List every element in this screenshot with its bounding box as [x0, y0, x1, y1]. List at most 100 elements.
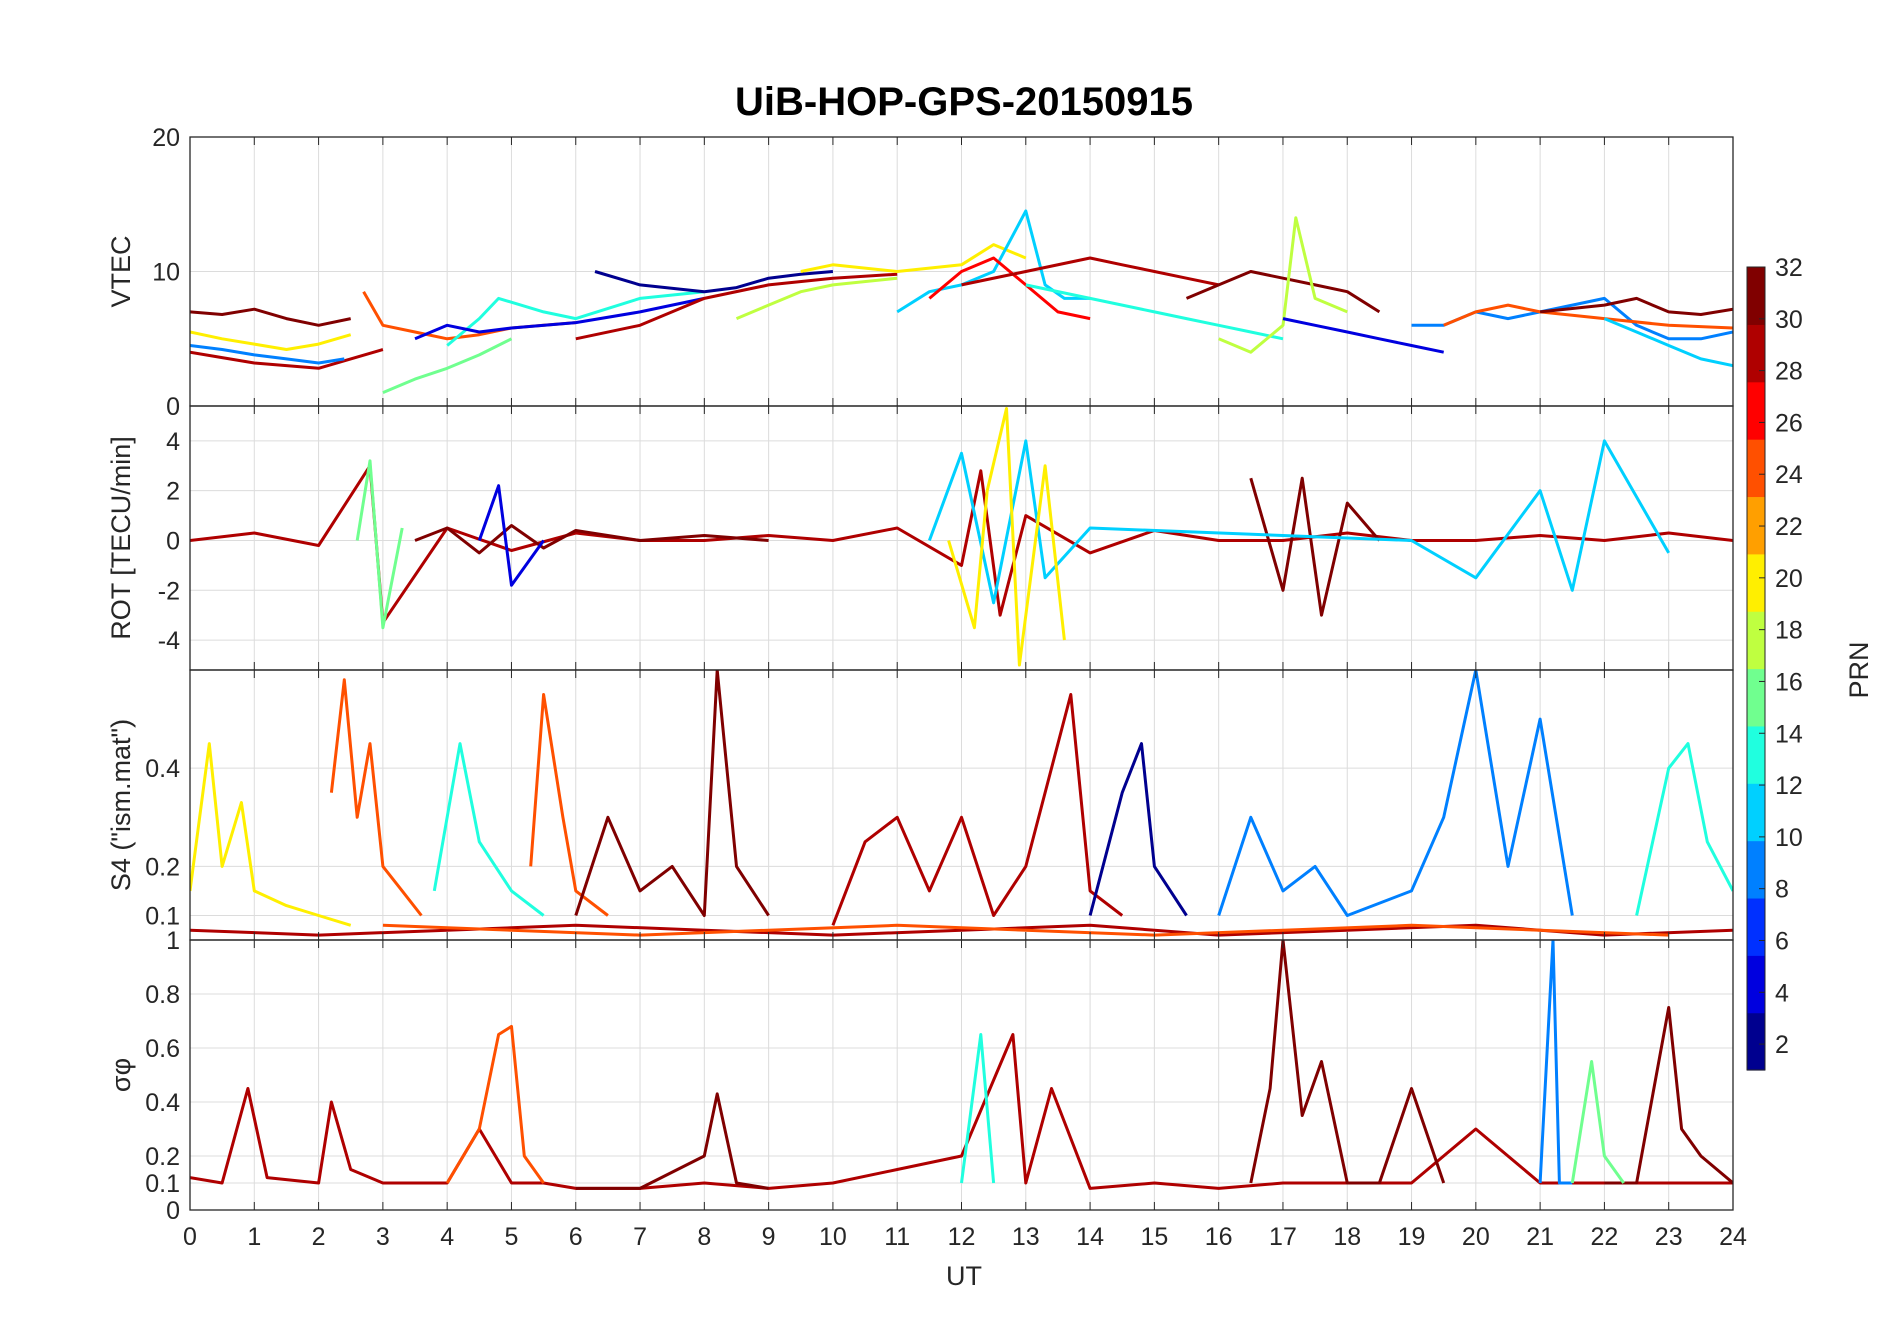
series-line-prn-16	[382, 337, 513, 394]
colorbar-segment	[1747, 611, 1765, 670]
series-line-prn-24	[329, 678, 423, 917]
y-axis-label: σφ	[106, 1058, 136, 1092]
y-tick-label: 0	[166, 393, 180, 421]
colorbar-tick-label: 4	[1775, 979, 1789, 1007]
colorbar-tick-label: 20	[1775, 565, 1803, 593]
series-line-prn-32	[414, 524, 769, 555]
series-line-prn-31	[574, 670, 770, 917]
x-tick-label: 7	[633, 1223, 647, 1251]
series-line-prn-8	[1217, 670, 1574, 917]
colorbar-segment	[1747, 324, 1765, 383]
x-tick-label: 13	[1012, 1223, 1040, 1251]
series-line-prn-17	[1218, 216, 1348, 354]
x-tick-label: 4	[440, 1223, 454, 1251]
series-line-prn-28	[831, 693, 1124, 926]
x-tick-label: 17	[1269, 1223, 1297, 1251]
series-line-prn-28	[190, 923, 1733, 937]
colorbar-segment	[1747, 553, 1765, 612]
x-axis-label: UT	[946, 1261, 982, 1291]
x-tick-label: 11	[884, 1223, 910, 1251]
y-tick-label: 0.8	[145, 981, 180, 1009]
series-line-prn-28	[190, 1033, 1733, 1190]
colorbar-tick-label: 18	[1775, 617, 1803, 645]
series-line-prn-10	[927, 439, 1671, 605]
colorbar-tick-label: 24	[1775, 461, 1803, 489]
x-tick-label: 2	[312, 1223, 326, 1251]
x-tick-label: 0	[183, 1223, 197, 1251]
colorbar-segment	[1747, 381, 1765, 440]
y-tick-label: 0.2	[145, 1143, 180, 1171]
y-axis-label: ROT [TECU/min]	[106, 436, 136, 640]
y-tick-label: 0	[166, 1197, 180, 1225]
colorbar-segment	[1747, 840, 1765, 899]
colorbar-segment	[1747, 1012, 1765, 1071]
series-line-prn-32	[575, 1092, 769, 1190]
colorbar-tick-label: 26	[1775, 409, 1803, 437]
colorbar-label: PRN	[1844, 641, 1874, 698]
x-tick-label: 22	[1591, 1223, 1619, 1251]
panel-series-group	[190, 940, 1733, 1190]
y-tick-label: 0.2	[145, 853, 180, 881]
x-tick-label: 21	[1526, 1223, 1554, 1251]
colorbar-segment	[1747, 897, 1765, 956]
y-tick-label: 0.1	[145, 1170, 180, 1198]
x-tick-label: 12	[948, 1223, 976, 1251]
x-tick-label: 8	[697, 1223, 711, 1251]
colorbar-tick-label: 8	[1775, 876, 1789, 904]
series-line-prn-30	[1539, 296, 1733, 316]
series-line-prn-5	[414, 296, 705, 341]
x-tick-label: 1	[247, 1223, 261, 1251]
y-tick-label: 0.4	[145, 1089, 180, 1117]
colorbar-segment	[1747, 267, 1765, 325]
series-line-prn-26	[928, 256, 1091, 321]
series-line-prn-4	[477, 484, 545, 587]
series-line-prn-24	[445, 1024, 545, 1184]
series-line-prn-13	[1635, 742, 1733, 916]
panel-series-group	[190, 407, 1733, 667]
y-tick-label: 4	[166, 428, 180, 456]
series-line-prn-24	[382, 923, 1669, 937]
x-tick-label: 6	[569, 1223, 583, 1251]
panel-0: 0 10 20 VTEC	[106, 124, 1734, 421]
series-line-prn-32	[1185, 270, 1381, 314]
colorbar-tick-label: 30	[1775, 306, 1803, 334]
series-line-prn-14	[1025, 283, 1284, 341]
y-tick-label: 0.6	[145, 1035, 180, 1063]
series-line-prn-20	[800, 243, 1027, 273]
series-line-prn-13	[446, 290, 705, 347]
y-tick-label: 0.4	[145, 755, 180, 783]
x-tick-label: 16	[1205, 1223, 1233, 1251]
y-tick-label: 20	[152, 124, 180, 152]
series-line-prn-20	[190, 330, 352, 351]
panel-series-group	[190, 209, 1733, 394]
colorbar-segment	[1747, 955, 1765, 1014]
colorbar-segment	[1747, 496, 1765, 555]
series-line-prn-13	[432, 742, 545, 917]
panel-2: 0.1 0.2 0.4 S4 ("ism.mat")	[106, 669, 1734, 941]
series-line-prn-2	[594, 270, 834, 294]
x-tick-label: 14	[1076, 1223, 1104, 1251]
chart-title: UiB-HOP-GPS-20150915	[735, 80, 1193, 124]
colorbar-tick-label: 28	[1775, 358, 1803, 386]
x-tick-label: 18	[1333, 1223, 1361, 1251]
x-tick-label: 20	[1462, 1223, 1490, 1251]
series-line-prn-32	[1604, 1006, 1733, 1185]
x-tick-label: 24	[1719, 1223, 1747, 1251]
panel-series-group	[190, 670, 1733, 937]
x-tick-label: 15	[1140, 1223, 1168, 1251]
y-tick-label: 0	[166, 527, 180, 555]
series-line-prn-32	[1249, 476, 1381, 617]
colorbar-tick-label: 10	[1775, 824, 1803, 852]
colorbar-tick-label: 32	[1775, 254, 1803, 282]
y-axis-label: S4 ("ism.mat")	[106, 719, 136, 891]
x-tick-label: 3	[376, 1223, 390, 1251]
y-axis-label: VTEC	[106, 235, 136, 307]
series-line-prn-28	[961, 256, 1220, 287]
x-tick-label: 9	[762, 1223, 776, 1251]
colorbar-tick-label: 14	[1775, 720, 1803, 748]
colorbar-segment	[1747, 783, 1765, 842]
series-line-prn-32	[1249, 940, 1446, 1185]
panel-3: 00.10.2 0.4 0.6 0.8 1 σφ	[106, 927, 1734, 1225]
